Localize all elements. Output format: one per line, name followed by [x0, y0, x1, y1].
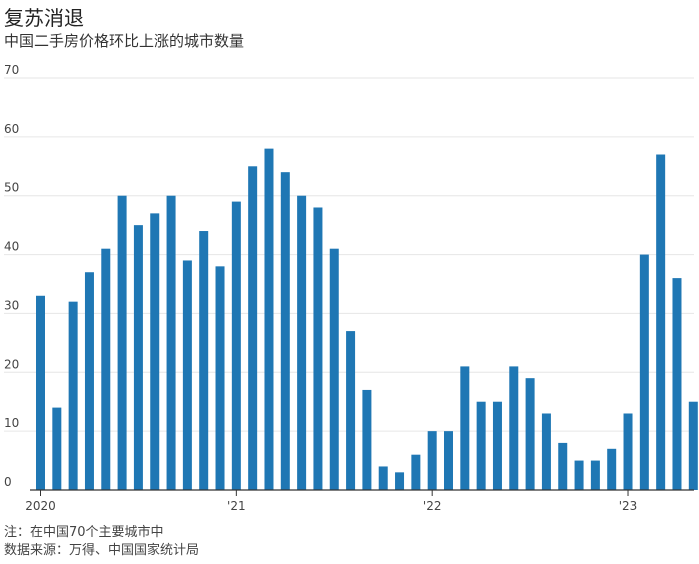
x-axis: 2020 '21 '22 '23 [25, 489, 694, 513]
y-tick-label: 50 [4, 181, 19, 195]
bar [590, 460, 600, 490]
bar [313, 207, 323, 491]
y-tick-label: 70 [4, 63, 19, 77]
bar [688, 401, 698, 490]
bar [297, 195, 307, 490]
bar [541, 413, 551, 490]
x-tick-label: 2020 [25, 499, 56, 513]
note-text: 注：在中国70个主要城市中 [4, 525, 164, 540]
bar [525, 378, 535, 490]
bar [558, 442, 568, 490]
bar [574, 460, 584, 490]
bar [395, 472, 405, 490]
bar [36, 295, 45, 490]
chart-title: 复苏消退 [4, 6, 84, 30]
bar [117, 195, 127, 490]
bar [133, 225, 143, 490]
bar [607, 448, 617, 490]
x-tick-label: '21 [227, 499, 246, 513]
bar [166, 195, 176, 490]
bar [427, 431, 437, 490]
chart-subtitle: 中国二手房价格环比上涨的城市数量 [4, 32, 245, 50]
bar [182, 260, 192, 490]
y-tick-label: 0 [4, 475, 12, 489]
bar [280, 172, 290, 491]
bar [329, 248, 339, 490]
bar [101, 248, 111, 490]
bar [150, 213, 160, 490]
bar [623, 413, 633, 490]
bar [672, 278, 682, 490]
bar [639, 254, 649, 490]
bar [362, 389, 372, 490]
bar [215, 266, 225, 490]
bar [460, 366, 470, 490]
y-axis-ticks: 0 10 20 30 40 50 60 70 [4, 63, 19, 489]
y-tick-label: 40 [4, 240, 19, 254]
x-tick-label: '22 [423, 499, 442, 513]
y-tick-label: 60 [4, 122, 19, 136]
chart-notes: 注：在中国70个主要城市中 数据来源：万得、中国国家统计局 [4, 524, 199, 560]
source-text: 数据来源：万得、中国国家统计局 [4, 543, 200, 558]
bar [346, 331, 356, 490]
bar [264, 148, 274, 490]
bar [378, 466, 388, 490]
y-tick-label: 20 [4, 357, 19, 371]
y-tick-label: 10 [4, 416, 19, 430]
bar [476, 401, 486, 490]
bar [52, 407, 62, 490]
bar [231, 201, 241, 490]
bar [492, 401, 502, 490]
bar [656, 154, 666, 490]
x-tick-label: '23 [619, 499, 638, 513]
bar [84, 272, 94, 490]
bar [509, 366, 519, 490]
bar [411, 454, 421, 490]
bar [199, 231, 209, 490]
bar [444, 431, 453, 490]
bars [36, 148, 698, 491]
bar [68, 301, 78, 490]
y-tick-label: 30 [4, 298, 19, 312]
bar [248, 166, 258, 491]
